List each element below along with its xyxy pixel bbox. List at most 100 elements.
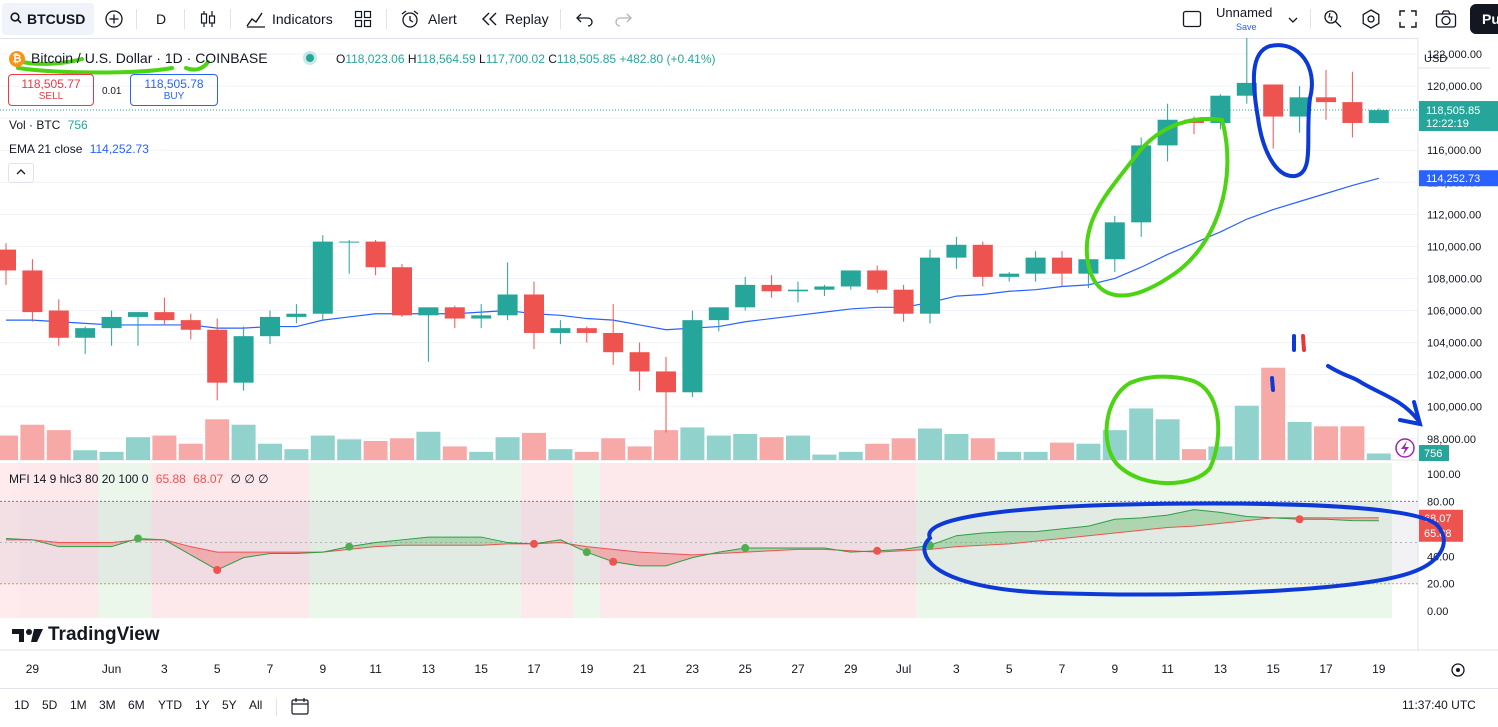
sell-label: SELL bbox=[38, 91, 64, 102]
volume-bar bbox=[1340, 426, 1365, 460]
save-label: Save bbox=[1236, 22, 1257, 32]
symbol-title[interactable]: Bitcoin / U.S. Dollar · 1D · COINBASE bbox=[31, 50, 268, 66]
interval-button[interactable]: D bbox=[156, 11, 167, 27]
volume-bar bbox=[1050, 442, 1074, 460]
chevron-up-icon bbox=[16, 169, 26, 175]
time-tick-label: 21 bbox=[633, 662, 647, 676]
volume-bar bbox=[20, 424, 45, 460]
underline-annotation bbox=[184, 60, 210, 72]
ema-legend[interactable]: EMA 21 close 114,252.73 bbox=[9, 142, 149, 156]
fullscreen-button[interactable] bbox=[1398, 3, 1418, 35]
volume-bar bbox=[865, 443, 890, 460]
range-all[interactable]: All bbox=[249, 698, 263, 712]
sell-button[interactable]: 118,505.77 SELL bbox=[8, 74, 94, 106]
layout-name-button[interactable]: Unnamed Save bbox=[1214, 0, 1304, 38]
volume-bar bbox=[759, 437, 784, 460]
time-tick-label: 13 bbox=[1214, 662, 1228, 676]
volume-bar bbox=[1129, 408, 1154, 460]
search-icon bbox=[10, 11, 22, 27]
symbol-search-button[interactable]: BTCUSD bbox=[2, 3, 94, 35]
circle-annotation bbox=[1084, 117, 1230, 298]
candle-body bbox=[128, 312, 148, 317]
price-tick-label: 100,000.00 bbox=[1427, 402, 1482, 414]
templates-button[interactable] bbox=[354, 3, 372, 35]
candle-body bbox=[814, 286, 835, 290]
volume-bar bbox=[99, 451, 124, 460]
volume-bar bbox=[337, 439, 362, 460]
market-status-dot[interactable] bbox=[306, 54, 314, 62]
mfi-fill bbox=[1141, 515, 1168, 531]
sell-price: 118,505.77 bbox=[21, 77, 81, 91]
collapse-legend-button[interactable] bbox=[8, 163, 34, 183]
mfi-fill bbox=[745, 548, 772, 553]
indicators-icon bbox=[246, 12, 265, 28]
range-3m[interactable]: 3M bbox=[99, 698, 116, 712]
volume-bar bbox=[495, 437, 520, 460]
range-1m[interactable]: 1M bbox=[70, 698, 87, 712]
redo-button[interactable] bbox=[614, 3, 632, 35]
volume-bar bbox=[997, 451, 1022, 460]
candle-body bbox=[1316, 97, 1336, 103]
volume-bar bbox=[654, 430, 678, 460]
price-tick-label: 106,000.00 bbox=[1427, 306, 1482, 318]
mfi-fill bbox=[613, 549, 640, 566]
mfi-fill bbox=[1035, 528, 1062, 542]
volume-bar bbox=[1287, 422, 1312, 460]
mfi-cross-dot bbox=[609, 557, 618, 566]
volume-bar bbox=[416, 431, 441, 460]
settings-button[interactable] bbox=[1361, 3, 1381, 35]
range-1y[interactable]: 1Y bbox=[195, 698, 210, 712]
buy-button[interactable]: 118,505.78 BUY bbox=[130, 74, 218, 106]
range-ytd[interactable]: YTD bbox=[158, 698, 182, 712]
candles bbox=[0, 38, 1389, 433]
quick-search-button[interactable] bbox=[1323, 3, 1343, 35]
mfi-legend[interactable]: MFI 14 9 hlc3 80 20 100 0 65.88 68.07 ∅ … bbox=[9, 472, 269, 486]
mfi-zone bbox=[309, 463, 521, 618]
candle-body bbox=[1210, 95, 1231, 123]
candle-body bbox=[260, 316, 280, 337]
alert-button[interactable]: Alert bbox=[400, 3, 457, 35]
candle-body bbox=[1052, 257, 1072, 274]
candle-body bbox=[497, 294, 518, 316]
publish-button[interactable]: Pu bbox=[1470, 4, 1498, 34]
chart-type-button[interactable] bbox=[199, 3, 217, 35]
price-tick-label: 104,000.00 bbox=[1427, 338, 1482, 350]
price-chart[interactable]: USD122,000.00120,000.00118,000.00116,000… bbox=[0, 38, 1498, 688]
volume-bar bbox=[126, 437, 150, 460]
mfi-line bbox=[5, 509, 1379, 571]
ema-tag-value: 114,252.73 bbox=[1426, 173, 1480, 185]
mfi-fill bbox=[428, 537, 455, 546]
clock[interactable]: 11:37:40 UTC bbox=[1402, 698, 1476, 712]
range-5y[interactable]: 5Y bbox=[222, 698, 237, 712]
time-tick-label: 5 bbox=[214, 662, 221, 676]
mfi-fill bbox=[85, 542, 112, 547]
time-tick-label: 15 bbox=[475, 662, 489, 676]
date-range-button[interactable] bbox=[290, 696, 310, 721]
volume-bar bbox=[363, 441, 388, 460]
candle-body bbox=[75, 328, 96, 338]
compare-symbol-button[interactable] bbox=[104, 3, 124, 35]
volume-bar bbox=[574, 451, 599, 460]
ellipse-annotation bbox=[922, 501, 1446, 597]
arrow-head-annotation bbox=[1398, 400, 1423, 427]
candles-icon bbox=[200, 11, 216, 27]
candle-body bbox=[154, 312, 175, 321]
volume-bar bbox=[627, 446, 652, 460]
mfi-fill bbox=[982, 531, 1010, 546]
range-5d[interactable]: 5D bbox=[42, 698, 58, 712]
replay-button[interactable]: Replay bbox=[481, 3, 549, 35]
volume-bar bbox=[205, 419, 230, 460]
snapshot-button[interactable] bbox=[1435, 3, 1457, 35]
volume-bar bbox=[178, 443, 203, 460]
range-6m[interactable]: 6M bbox=[128, 698, 145, 712]
tradingview-logo[interactable]: TradingView bbox=[12, 624, 160, 646]
camera-icon bbox=[1435, 10, 1457, 28]
lightning-icon bbox=[1401, 441, 1409, 455]
top-toolbar: BTCUSD D Indicators Alert Replay Unnamed… bbox=[0, 0, 1498, 39]
range-1d[interactable]: 1D bbox=[14, 698, 30, 712]
undo-button[interactable] bbox=[576, 3, 594, 35]
layout-checkbox[interactable] bbox=[1182, 3, 1202, 35]
indicators-button[interactable]: Indicators bbox=[246, 3, 333, 35]
volume-legend[interactable]: Vol · BTC 756 bbox=[9, 118, 88, 132]
time-tick-label: 7 bbox=[1059, 662, 1066, 676]
